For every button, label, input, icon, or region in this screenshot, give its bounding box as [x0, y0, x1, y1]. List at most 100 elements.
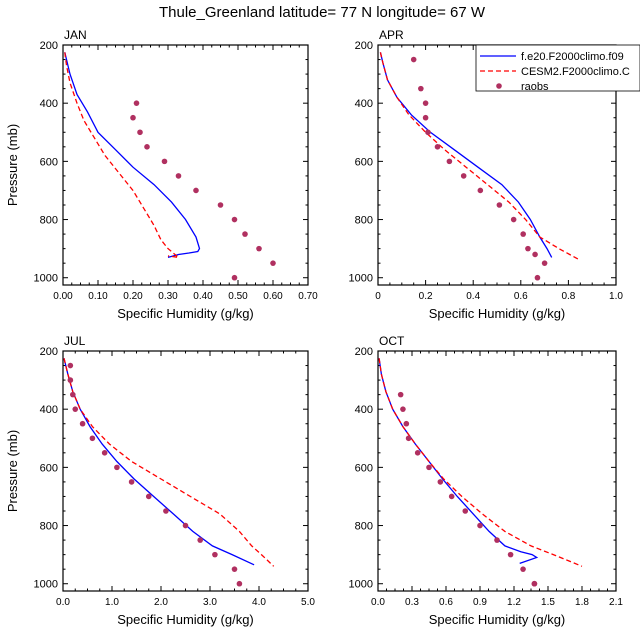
- plot-frame: [62, 44, 309, 286]
- y-tick-label: 800: [355, 215, 373, 227]
- y-tick-label: 1000: [349, 273, 373, 285]
- x-axis-label: Specific Humidity (g/kg): [117, 612, 254, 627]
- panel-oct: OCT 0.0 0.3 0.6 0.9 1.2 1.5 1.8 2.1 200 400 600 800 1…: [349, 334, 624, 627]
- y-tick-label: 600: [40, 156, 58, 168]
- x-tick-label: 0.2: [419, 291, 433, 302]
- raobs-point: [193, 187, 199, 194]
- x-tick-label: 0.6: [514, 291, 528, 302]
- raobs-point: [231, 216, 238, 223]
- panel-label: OCT: [379, 334, 405, 348]
- series-line-f-e20: [378, 358, 539, 565]
- raobs-point: [520, 566, 526, 572]
- raobs-point: [67, 377, 74, 383]
- x-tick-label: 0.6: [439, 597, 453, 608]
- raobs-point: [525, 245, 531, 252]
- y-axis-label: Pressure (mb): [5, 124, 20, 206]
- y-tick-label: 800: [355, 521, 373, 533]
- panel-jul: JUL 0.0 1.0 2.0 3.0 4.0 5.0 200 400 600 800 1000 Spe…: [5, 334, 315, 627]
- raobs-point: [101, 450, 108, 456]
- raobs-point: [541, 260, 548, 266]
- raobs-point: [422, 100, 429, 106]
- y-tick-label: 400: [40, 98, 58, 110]
- raobs-point: [161, 158, 168, 165]
- raobs-point: [231, 566, 238, 572]
- y-tick-label: 200: [355, 346, 373, 358]
- raobs-point: [114, 464, 120, 471]
- x-tick-label: 0.9: [473, 597, 487, 608]
- raobs-point: [507, 551, 514, 558]
- raobs-point: [130, 114, 136, 121]
- raobs-point: [70, 391, 76, 398]
- raobs-point: [270, 260, 276, 266]
- panel-jan: JAN 0.00 0.10 0.20 0.30 0.40 0.50 0.60 0.70 200 40…: [5, 28, 318, 321]
- raobs-point: [414, 450, 421, 456]
- y-tick-label: 1000: [34, 273, 58, 285]
- raobs-point: [405, 435, 412, 442]
- raobs-point: [256, 245, 262, 252]
- raobs-point: [422, 114, 429, 121]
- raobs-point: [217, 202, 224, 208]
- x-tick-label: 0.20: [123, 291, 143, 302]
- x-tick-label: 0.00: [53, 291, 73, 302]
- raobs-point: [236, 580, 243, 587]
- raobs-point: [496, 202, 503, 208]
- raobs-point: [89, 435, 96, 442]
- x-tick-label: 0.40: [193, 291, 213, 302]
- raobs-point: [403, 420, 410, 427]
- raobs-point: [128, 479, 135, 485]
- y-tick-label: 600: [355, 156, 373, 168]
- raobs-point: [418, 85, 424, 92]
- x-tick-label: 0.4: [466, 291, 480, 302]
- x-tick-label: 0.30: [158, 291, 178, 302]
- x-tick-label: 0.10: [88, 291, 108, 302]
- x-tick-label: 4.0: [252, 597, 266, 608]
- raobs-point: [426, 464, 432, 471]
- x-axis-label: Specific Humidity (g/kg): [429, 306, 566, 321]
- y-tick-label: 1000: [34, 579, 58, 591]
- y-tick-label: 1000: [349, 579, 373, 591]
- x-tick-label: 3.0: [203, 597, 217, 608]
- panel-apr: APR 0 0.2 0.4 0.6 0.8 1.0 200 400 600 800 1000 Speci…: [349, 28, 624, 321]
- x-tick-label: 1.8: [575, 597, 589, 608]
- raobs-point: [242, 231, 248, 237]
- raobs-point: [400, 406, 406, 412]
- raobs-point: [79, 420, 86, 427]
- raobs-point: [72, 406, 79, 412]
- raobs-point: [437, 479, 444, 485]
- raobs-point: [182, 522, 189, 529]
- x-tick-label: 2.0: [154, 597, 168, 608]
- raobs-point: [520, 231, 526, 237]
- x-tick-label: 1.2: [507, 597, 521, 608]
- x-tick-label: 2.1: [609, 597, 623, 608]
- raobs-point: [425, 129, 431, 136]
- y-tick-label: 400: [355, 404, 373, 416]
- series-line-f-e20: [379, 52, 553, 258]
- figure-title: Thule_Greenland latitude= 77 N longitude…: [159, 4, 486, 21]
- x-axis-label: Specific Humidity (g/kg): [429, 612, 566, 627]
- x-tick-label: 0.50: [228, 291, 248, 302]
- plot-frame: [377, 350, 617, 592]
- x-tick-label: 1.0: [609, 291, 623, 302]
- raobs-point: [460, 173, 467, 179]
- x-tick-label: 0.0: [56, 597, 70, 608]
- x-tick-label: 0.8: [561, 291, 575, 302]
- raobs-point: [197, 537, 203, 543]
- y-tick-label: 200: [40, 40, 58, 52]
- series-line-f-e20: [64, 52, 201, 259]
- raobs-point: [231, 274, 238, 281]
- y-tick-label: 800: [40, 215, 58, 227]
- raobs-point: [532, 251, 538, 258]
- y-tick-label: 600: [40, 462, 58, 474]
- raobs-point: [137, 129, 143, 136]
- panel-label: JUL: [64, 334, 86, 348]
- raobs-point: [397, 391, 404, 398]
- series-line-cesm2: [63, 358, 275, 567]
- raobs-point: [175, 173, 182, 179]
- raobs-point: [534, 274, 541, 281]
- legend: f.e20.F2000climo.f09 CESM2.F2000climo.C ra…: [475, 44, 640, 93]
- raobs-point: [145, 493, 152, 500]
- x-tick-label: 0.0: [371, 597, 385, 608]
- panel-label: APR: [379, 28, 404, 42]
